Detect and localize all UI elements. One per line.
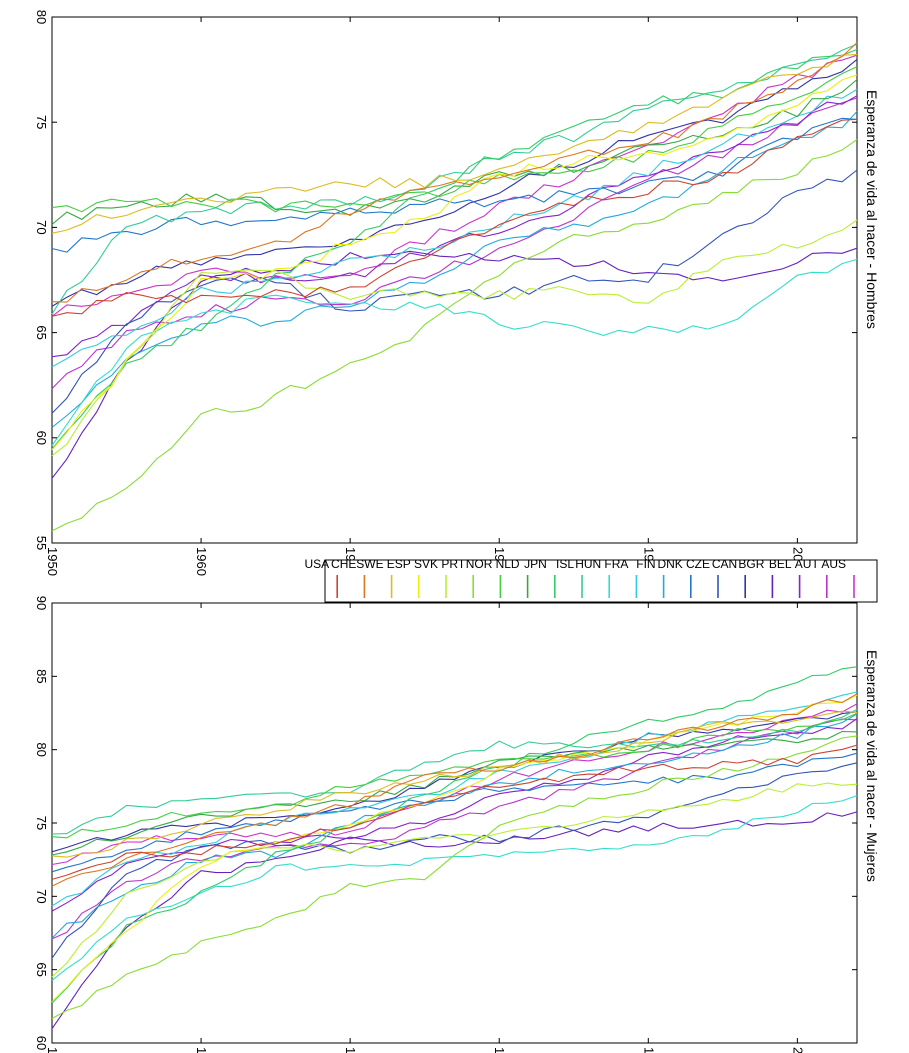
plot-men: 556065707580195019601970198019902000 Esp…	[34, 10, 880, 576]
series-line-swe	[51, 54, 858, 234]
rotated-figure: 55 60 65 70 75 80 1950 1960 1970 1980 1990 2000 Esp…	[34, 10, 880, 1053]
series-line-prt	[51, 735, 858, 1019]
legend-label-nor: NOR	[466, 557, 493, 571]
plot-women: 60 65 70 75 80 85 90 1950 1960 1970 1980 1990 2000 E…	[34, 596, 880, 1053]
legend-label-dnk: DNK	[657, 557, 682, 571]
plot-men-title: Esperanza de vida al nacer - Hombres	[864, 90, 880, 329]
series-line-usa	[51, 118, 858, 317]
legend-label-aus: AUS	[821, 557, 846, 571]
legend-label-can: CAN	[712, 557, 737, 571]
legend-label-isl: ISL	[556, 557, 574, 571]
legend-label-bgr: BGR	[738, 557, 764, 571]
series-line-cze	[51, 169, 858, 414]
x-tick-label: 1950	[45, 547, 60, 576]
y-tick-label: 65	[34, 962, 49, 976]
legend-label-che: CHE	[331, 557, 356, 571]
series-line-bel	[51, 718, 858, 912]
series-line-esp	[51, 694, 858, 1002]
series-line-nld	[51, 79, 858, 225]
legend-box	[324, 559, 878, 603]
x-tick-label: 1960	[194, 1047, 209, 1053]
plot-women-ticks: 60 65 70 75 80 85 90 1950 1960 1970 1980 1990 2000	[34, 596, 857, 1053]
legend-label-bel: BEL	[769, 557, 792, 571]
x-tick-label: 1950	[45, 1047, 60, 1053]
legend-label-cze: CZE	[686, 557, 710, 571]
series-line-bel	[51, 95, 858, 358]
series-line-isl	[51, 43, 858, 315]
series-line-jpn	[51, 666, 858, 1004]
x-tick-label: 2000	[790, 1047, 805, 1053]
series-line-fin	[51, 713, 858, 939]
y-tick-label: 80	[34, 742, 49, 756]
legend-label-esp: ESP	[387, 557, 411, 571]
plot-women-series	[51, 666, 858, 1030]
series-line-bgr	[51, 247, 858, 479]
series-line-hun	[51, 258, 858, 446]
y-tick-label: 85	[34, 669, 49, 683]
plot-men-series	[51, 42, 858, 532]
series-line-fra	[51, 88, 858, 368]
series-line-svk	[51, 219, 858, 457]
legend-label-hun: HUN	[575, 557, 601, 571]
legend-label-svk: SVK	[414, 557, 438, 571]
series-line-can	[51, 711, 858, 853]
y-tick-label: 75	[34, 816, 49, 830]
series-line-prt	[51, 139, 858, 532]
series-line-aus	[51, 54, 858, 317]
legend-label-fra: FRA	[604, 557, 628, 571]
y-tick-label: 60	[34, 431, 49, 445]
y-tick-label: 90	[34, 596, 49, 610]
y-tick-label: 80	[34, 10, 49, 24]
legend-label-jpn: JPN	[524, 557, 547, 571]
y-tick-label: 70	[34, 220, 49, 234]
series-line-hun	[51, 795, 858, 981]
series-line-can	[51, 58, 858, 307]
series-line-dnk	[51, 752, 858, 873]
legend-label-aut: AUT	[795, 557, 820, 571]
y-tick-label: 65	[34, 325, 49, 339]
series-line-usa	[51, 744, 858, 880]
legend-label-fin: FIN	[636, 557, 655, 571]
plot-women-frame	[51, 602, 858, 1044]
x-tick-label: 1960	[194, 547, 209, 576]
plot-men-frame	[51, 16, 858, 544]
series-line-dnk	[51, 117, 858, 253]
series-line-aut	[51, 97, 858, 389]
series-line-nor	[51, 66, 858, 213]
series-line-svk	[51, 782, 858, 978]
y-tick-label: 60	[34, 1036, 49, 1050]
legend-label-prt: PRT	[441, 557, 465, 571]
y-tick-label: 70	[34, 889, 49, 903]
legend-label-nld: NLD	[496, 557, 520, 571]
x-tick-label: 1980	[492, 1047, 507, 1053]
legend-label-swe: SWE	[356, 557, 383, 571]
series-line-swe	[51, 710, 858, 858]
y-tick-label: 75	[34, 115, 49, 129]
series-line-fin	[51, 111, 858, 428]
series-line-cze	[51, 762, 858, 959]
series-line-che	[51, 42, 858, 303]
legend-label-usa: USA	[305, 557, 330, 571]
x-tick-label: 1970	[343, 1047, 358, 1053]
series-line-bgr	[51, 811, 858, 1030]
y-tick-label: 55	[34, 536, 49, 550]
series-line-nor	[51, 712, 858, 839]
x-tick-label: 1990	[641, 1047, 656, 1053]
plot-women-title: Esperanza de vida al nacer - Mujeres	[864, 650, 880, 882]
series-line-che	[51, 693, 858, 887]
series-line-isl	[51, 708, 858, 835]
